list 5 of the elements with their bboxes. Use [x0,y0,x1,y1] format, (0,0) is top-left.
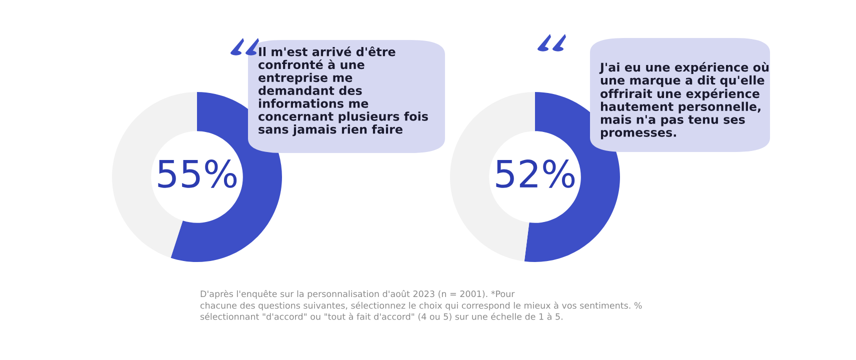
text: D'après l'enquête sur la personnalisation d'août 2023 (n = 2001). *Pour chacune des questions suivantes, sélectionnez le choix qui correspond le mieux à vos sentiments. % sélectionnant "d'accord" ou "tout à fait d'accord" (4 ou 5) sur une échelle de 1 à 5. [200,290,642,321]
data-label: 55% [158,160,237,188]
data-label: 52% [496,160,575,188]
text: Il m'est arrivé d'être confronté à une entreprise me demandant des informations me concernant plusieurs fois sans jamais rien faire [258,46,428,136]
text: J'ai eu une expérience où une marque a dit qu'elle offrirait une expérience hautement personnelle, mais n'a pas tenu ses promesses. [599,62,769,140]
